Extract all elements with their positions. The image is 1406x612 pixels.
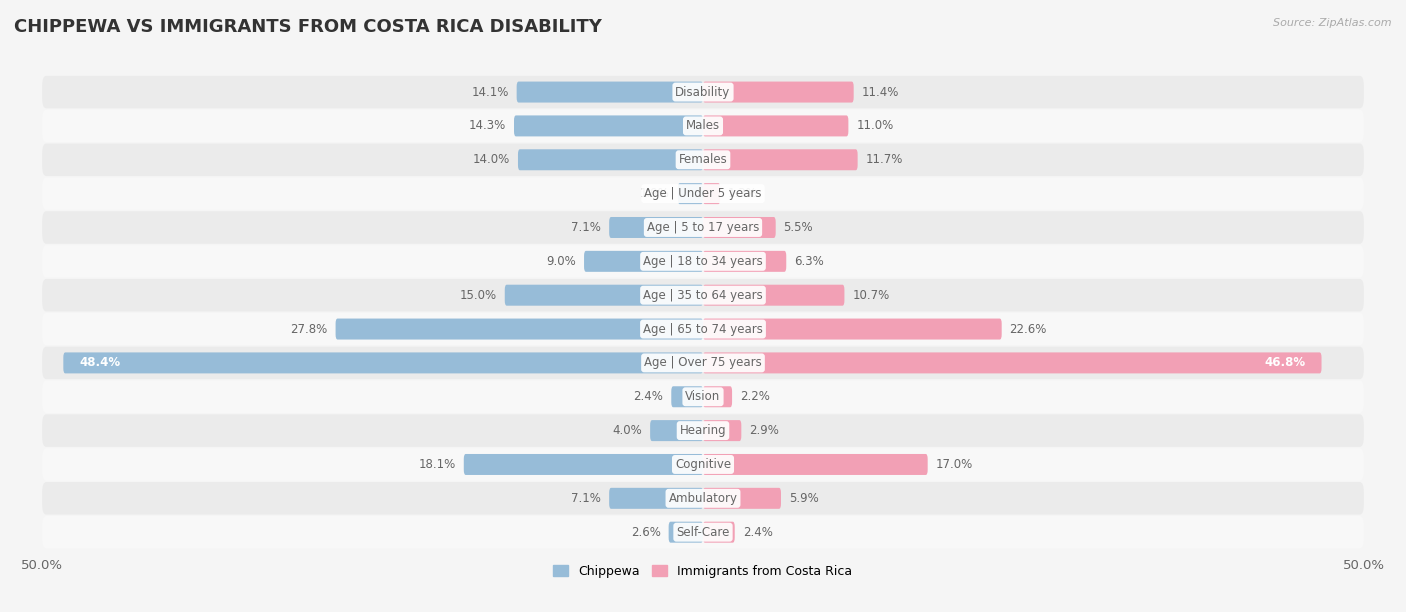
Text: Cognitive: Cognitive (675, 458, 731, 471)
FancyBboxPatch shape (703, 319, 1001, 340)
Text: 2.4%: 2.4% (742, 526, 772, 539)
FancyBboxPatch shape (336, 319, 703, 340)
FancyBboxPatch shape (42, 211, 1364, 244)
Text: Self-Care: Self-Care (676, 526, 730, 539)
Text: 2.9%: 2.9% (749, 424, 779, 437)
Text: CHIPPEWA VS IMMIGRANTS FROM COSTA RICA DISABILITY: CHIPPEWA VS IMMIGRANTS FROM COSTA RICA D… (14, 18, 602, 36)
FancyBboxPatch shape (703, 149, 858, 170)
Text: 11.4%: 11.4% (862, 86, 898, 99)
FancyBboxPatch shape (515, 116, 703, 136)
Text: Source: ZipAtlas.com: Source: ZipAtlas.com (1274, 18, 1392, 28)
FancyBboxPatch shape (609, 217, 703, 238)
FancyBboxPatch shape (42, 346, 1364, 379)
FancyBboxPatch shape (42, 144, 1364, 176)
Legend: Chippewa, Immigrants from Costa Rica: Chippewa, Immigrants from Costa Rica (548, 560, 858, 583)
Text: 1.9%: 1.9% (640, 187, 669, 200)
FancyBboxPatch shape (669, 521, 703, 543)
Text: 14.1%: 14.1% (471, 86, 509, 99)
Text: Age | Under 5 years: Age | Under 5 years (644, 187, 762, 200)
FancyBboxPatch shape (703, 420, 741, 441)
Text: 10.7%: 10.7% (852, 289, 890, 302)
FancyBboxPatch shape (42, 245, 1364, 278)
Text: Ambulatory: Ambulatory (668, 492, 738, 505)
Text: Hearing: Hearing (679, 424, 727, 437)
FancyBboxPatch shape (583, 251, 703, 272)
FancyBboxPatch shape (650, 420, 703, 441)
Text: 48.4%: 48.4% (79, 356, 121, 370)
Text: 4.0%: 4.0% (613, 424, 643, 437)
FancyBboxPatch shape (63, 353, 703, 373)
FancyBboxPatch shape (42, 414, 1364, 447)
Text: Age | Over 75 years: Age | Over 75 years (644, 356, 762, 370)
Text: 15.0%: 15.0% (460, 289, 496, 302)
Text: Age | 5 to 17 years: Age | 5 to 17 years (647, 221, 759, 234)
Text: 2.2%: 2.2% (740, 390, 770, 403)
Text: 5.9%: 5.9% (789, 492, 818, 505)
Text: 7.1%: 7.1% (571, 492, 602, 505)
Text: 9.0%: 9.0% (547, 255, 576, 268)
FancyBboxPatch shape (42, 110, 1364, 142)
Text: 11.0%: 11.0% (856, 119, 894, 132)
FancyBboxPatch shape (703, 285, 845, 305)
Text: 6.3%: 6.3% (794, 255, 824, 268)
Text: Disability: Disability (675, 86, 731, 99)
FancyBboxPatch shape (42, 448, 1364, 480)
Text: Age | 65 to 74 years: Age | 65 to 74 years (643, 323, 763, 335)
FancyBboxPatch shape (703, 454, 928, 475)
FancyBboxPatch shape (42, 177, 1364, 210)
Text: 22.6%: 22.6% (1010, 323, 1047, 335)
FancyBboxPatch shape (42, 482, 1364, 515)
Text: 14.0%: 14.0% (472, 153, 510, 166)
FancyBboxPatch shape (703, 251, 786, 272)
FancyBboxPatch shape (42, 279, 1364, 312)
Text: 11.7%: 11.7% (866, 153, 903, 166)
FancyBboxPatch shape (703, 488, 780, 509)
FancyBboxPatch shape (678, 183, 703, 204)
FancyBboxPatch shape (703, 217, 776, 238)
FancyBboxPatch shape (703, 521, 735, 543)
FancyBboxPatch shape (42, 381, 1364, 413)
Text: 46.8%: 46.8% (1264, 356, 1306, 370)
Text: 2.4%: 2.4% (634, 390, 664, 403)
Text: Vision: Vision (685, 390, 721, 403)
Text: Age | 18 to 34 years: Age | 18 to 34 years (643, 255, 763, 268)
Text: 5.5%: 5.5% (783, 221, 813, 234)
Text: 2.6%: 2.6% (631, 526, 661, 539)
FancyBboxPatch shape (703, 386, 733, 407)
Text: Males: Males (686, 119, 720, 132)
Text: Age | 35 to 64 years: Age | 35 to 64 years (643, 289, 763, 302)
FancyBboxPatch shape (671, 386, 703, 407)
Text: 18.1%: 18.1% (419, 458, 456, 471)
FancyBboxPatch shape (609, 488, 703, 509)
Text: 17.0%: 17.0% (935, 458, 973, 471)
FancyBboxPatch shape (516, 81, 703, 103)
FancyBboxPatch shape (42, 76, 1364, 108)
Text: Females: Females (679, 153, 727, 166)
FancyBboxPatch shape (703, 116, 848, 136)
Text: 27.8%: 27.8% (291, 323, 328, 335)
FancyBboxPatch shape (517, 149, 703, 170)
Text: 14.3%: 14.3% (468, 119, 506, 132)
FancyBboxPatch shape (42, 516, 1364, 548)
FancyBboxPatch shape (42, 313, 1364, 345)
FancyBboxPatch shape (464, 454, 703, 475)
FancyBboxPatch shape (703, 81, 853, 103)
Text: 1.3%: 1.3% (728, 187, 758, 200)
FancyBboxPatch shape (703, 353, 1322, 373)
Text: 7.1%: 7.1% (571, 221, 602, 234)
FancyBboxPatch shape (505, 285, 703, 305)
FancyBboxPatch shape (703, 183, 720, 204)
